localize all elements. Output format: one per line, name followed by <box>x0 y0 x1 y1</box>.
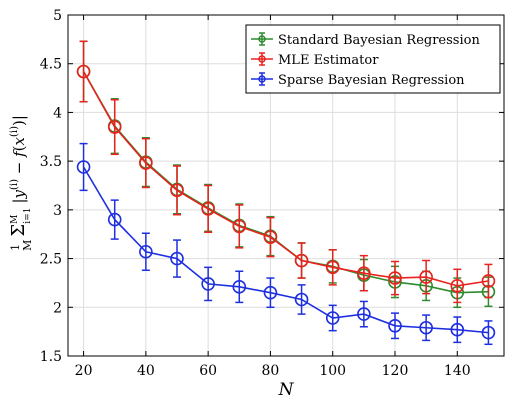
y-tick-label: 2 <box>53 300 62 316</box>
y-tick-label: 1.5 <box>40 349 62 365</box>
y-tick-label: 3 <box>53 203 62 219</box>
x-tick-label: 120 <box>382 363 409 379</box>
y-tick-label: 5 <box>53 8 62 24</box>
x-axis-title: N <box>278 380 295 400</box>
legend-entry: Standard Bayesian Regression <box>251 33 480 48</box>
legend-entry: Sparse Bayesian Regression <box>251 73 465 88</box>
legend-label: Standard Bayesian Regression <box>278 33 480 48</box>
series-line <box>84 72 489 293</box>
y-tick-label: 4.5 <box>40 57 62 73</box>
series-3 <box>78 144 495 345</box>
y-axis-title: 1MΣM i=1|y(i) − f(x(i))| <box>8 115 34 251</box>
legend-label: MLE Estimator <box>278 53 379 68</box>
x-tick-label: 80 <box>262 363 280 379</box>
x-tick-label: 40 <box>137 363 155 379</box>
series-line <box>84 72 489 286</box>
x-tick-label: 20 <box>75 363 93 379</box>
y-tick-label: 4 <box>53 105 62 121</box>
y-tick-label: 3.5 <box>40 154 62 170</box>
x-tick-label: 100 <box>319 363 346 379</box>
x-tick-label: 140 <box>444 363 471 379</box>
legend-label: Sparse Bayesian Regression <box>278 73 465 88</box>
legend: Standard Bayesian Regression MLE Estimato… <box>246 25 500 93</box>
y-tick-label: 2.5 <box>40 252 62 268</box>
x-tick-label: 60 <box>199 363 217 379</box>
